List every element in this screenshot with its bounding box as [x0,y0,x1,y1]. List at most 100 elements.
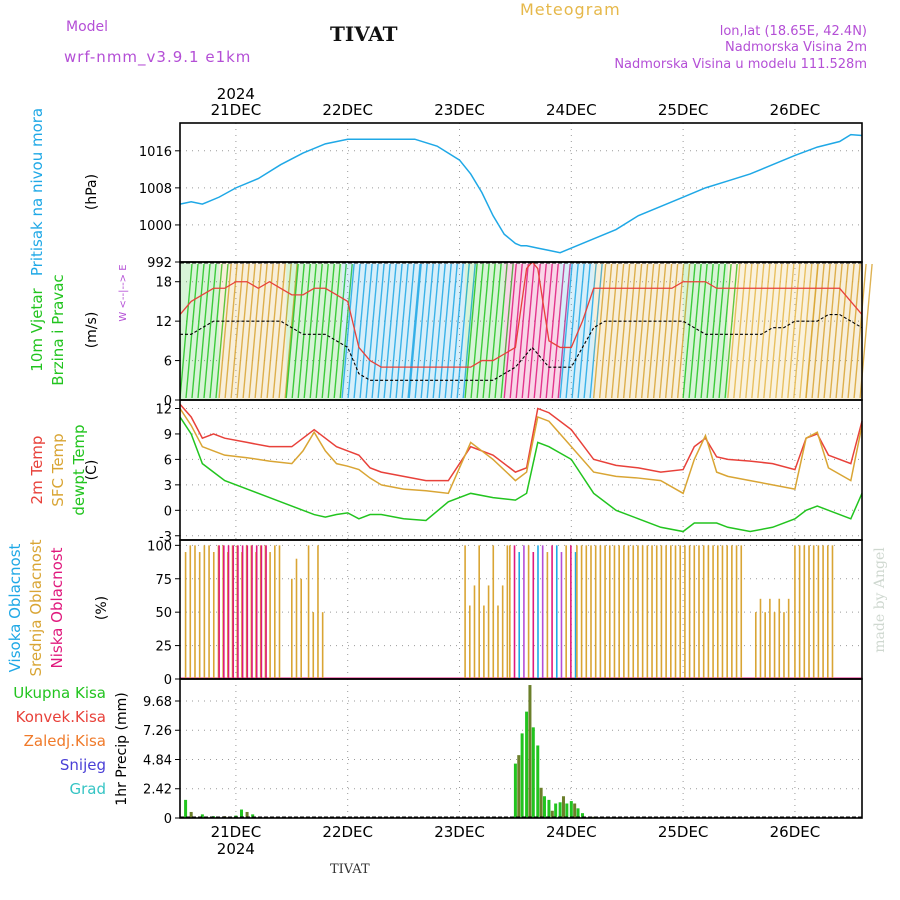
x-label-top-0: 21DEC [211,101,262,119]
wind-barb-3 [395,263,409,399]
station-title: TIVAT [330,22,398,46]
wind-barb-3 [377,263,391,399]
side-label-temp-1: 2m Temp [28,436,46,505]
wind-barb-6 [545,263,559,399]
wind-barb-10 [781,263,795,399]
ytick-label-pressure-1: 1000 [139,219,172,234]
temp-line-dewpt [179,416,863,533]
x-label-top-2: 23DEC [434,101,485,119]
wind-barb-11 [817,263,831,399]
wind-barb-10 [745,263,759,399]
cloud-bars [180,545,862,679]
wind-barb-1 [230,263,244,399]
wind-barb-8 [616,263,631,399]
wind-barb-5 [476,263,490,399]
x-label-top-4: 25DEC [658,101,709,119]
precip-bar-0 [184,799,188,818]
ytick-label-temperature-4: 9 [164,428,172,443]
ytick-label-pressure-2: 1008 [139,182,172,197]
precip-bar-1 [189,811,193,818]
wind-barb-6 [521,263,535,399]
wind-barb-10 [787,263,801,399]
wind-barb-6 [533,263,547,399]
x-label-top-1: 22DEC [322,101,373,119]
wind-barb-8 [646,263,661,399]
wind-barb-3 [407,263,421,399]
wind-barb-11 [835,263,849,399]
precip-bar-10 [517,755,521,818]
wind-barb-7 [577,263,591,399]
wind-barb-1 [248,263,262,399]
wind-barb-11 [811,263,825,399]
precip-bar-15 [536,745,540,818]
precip-bar-13 [528,685,532,818]
precip-bar-24 [569,801,573,818]
precip-bar-9 [513,763,517,818]
panel-border-precip [179,678,863,819]
wind-barb-3 [383,263,397,399]
watermark: made by Angel [872,547,888,653]
precip-bar-19 [550,810,554,818]
wind-barb-3 [353,263,367,399]
wind-barb-4 [450,263,464,399]
wind-barb-8 [652,263,667,399]
wind-barb-2 [315,263,329,399]
panel-pressure: 992 1000 1008 1016 [139,123,862,271]
wind-barb-9 [688,263,702,399]
ytick-label-clouds-2: 50 [155,606,172,621]
wind-barb-6 [515,263,529,399]
wind-barb-9 [700,263,714,399]
wind-barb-2 [339,263,353,399]
wind-barb-9 [718,263,732,399]
x-year-bottom: 2024 [217,840,255,858]
side-label-wind-1: 10m Vjetar [28,287,46,371]
x-label-bottom-0: 21DEC [211,823,262,841]
wind-barb-3 [365,263,379,399]
precip-bar-14 [531,727,535,818]
precip-legend-2: Zaledj.Kisa [24,732,106,750]
wind-barb-8 [610,263,625,399]
wind-barb-9 [706,263,720,399]
ytick-label-temperature-1: 0 [164,504,172,519]
wind-barb-11 [853,263,867,399]
precip-bar-12 [525,711,529,818]
wind-barb-4 [408,263,422,399]
ytick-label-clouds-3: 75 [155,573,172,588]
panel-precip: 0 2.42 4.84 7.26 9.68 [143,679,862,827]
wind-barb-2 [327,263,341,399]
wind-barb-5 [488,263,502,399]
wind-barb-2 [321,263,335,399]
temp-line-temp2m [179,403,863,482]
wind-barb-2 [333,263,347,399]
wind-barb-0 [179,263,193,399]
wind-barb-1 [278,263,292,399]
wind-barb-3 [341,263,355,399]
precip-bar-26 [576,808,580,818]
wind-barb-0 [191,263,205,399]
unit-pressure: (hPa) [84,174,100,210]
wind-barb-4 [438,263,452,399]
wind-barb-5 [464,263,478,399]
x-label-top-3: 24DEC [546,101,597,119]
x-label-bottom-3: 24DEC [546,823,597,841]
wind-compass: W <--|--> E [118,264,129,321]
wind-barb-11 [829,263,843,399]
panel-border-pressure [179,122,863,263]
side-label-wind-2: Brzina i Pravac [49,274,67,385]
precip-legend-0: Ukupna Kisa [13,684,106,702]
wind-barbs [179,260,873,400]
wind-barb-0 [197,263,211,399]
ytick-label-precip-2: 4.84 [143,753,172,768]
x-year-top: 2024 [217,85,255,103]
precip-legend-3: Snijeg [60,756,106,774]
lonlat-label: lon,lat (18.65E, 42.4N) [719,24,867,39]
ytick-label-pressure-0: 992 [147,256,172,271]
ytick-label-temperature-0: -3 [159,530,172,545]
precip-bar-22 [561,796,565,818]
wind-barb-0 [185,263,199,399]
wind-barb-10 [739,263,753,399]
wind-barb-7 [565,263,579,399]
wind-barb-4 [444,263,458,399]
wind-barb-5 [482,263,496,399]
